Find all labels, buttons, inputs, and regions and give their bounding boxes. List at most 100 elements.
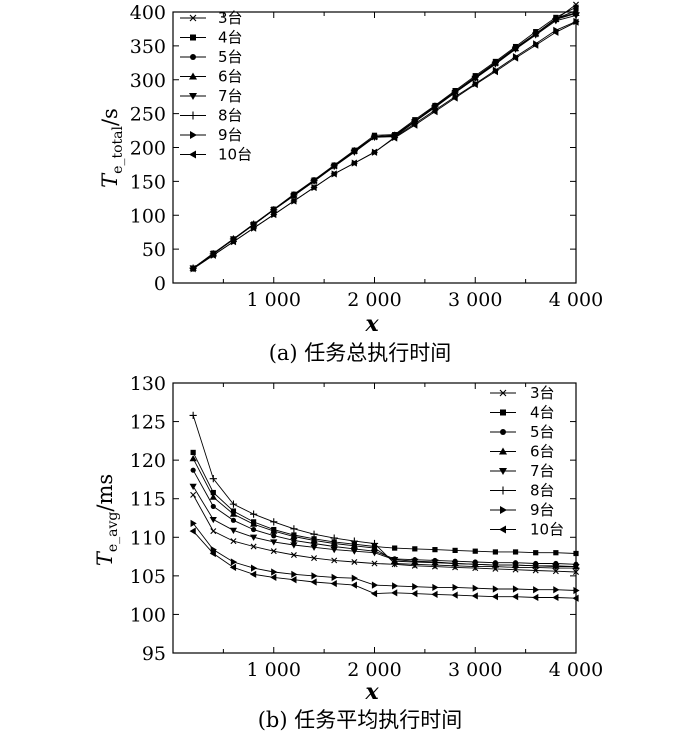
axis-ticks: 95 100 105 110 115 120 125 130 1 000 2 000 3 000 4 …	[130, 373, 603, 681]
data-point	[189, 527, 196, 535]
data-point	[229, 238, 237, 246]
data-point	[311, 555, 318, 562]
data-point	[251, 564, 258, 572]
y-tick-label: 350	[130, 36, 166, 58]
data-point	[371, 581, 379, 589]
data-point	[210, 503, 216, 510]
y-tick-label: 100	[130, 205, 166, 227]
series-line	[192, 21, 577, 270]
y-axis-label: Te_total/s	[98, 108, 126, 188]
axis-ticks: 0 50 100 150 200 250 300 350 400 1 000 2 000 3 000 4…	[130, 2, 603, 311]
data-point	[250, 570, 257, 578]
legend-item: 7台	[490, 462, 555, 480]
data-point	[330, 170, 337, 178]
legend-marker	[190, 34, 196, 41]
legend-label: 5台	[218, 48, 243, 66]
legend-label: 3台	[218, 9, 243, 27]
data-point	[451, 94, 458, 102]
data-point	[271, 568, 278, 576]
legend-label: 6台	[530, 443, 555, 461]
series-4台	[190, 449, 579, 557]
y-tick-label: 0	[154, 273, 166, 295]
data-point	[533, 550, 539, 556]
data-point	[210, 528, 217, 535]
data-point	[452, 547, 458, 553]
data-point	[290, 191, 298, 199]
data-point	[552, 564, 560, 572]
data-point	[572, 18, 579, 26]
data-point	[190, 519, 197, 527]
data-point	[392, 582, 399, 590]
data-point	[370, 539, 379, 548]
legend-marker	[190, 54, 196, 60]
series-10台	[189, 18, 579, 273]
data-point	[189, 411, 197, 419]
data-point	[209, 475, 217, 483]
legend-label: 6台	[218, 68, 243, 86]
y-tick-label: 130	[130, 373, 166, 395]
x-tick-label: 3 000	[448, 289, 502, 311]
data-point	[351, 574, 358, 582]
data-point	[330, 539, 338, 547]
data-point	[532, 563, 540, 571]
series-10台	[189, 527, 579, 602]
data-point	[391, 134, 398, 142]
data-point	[371, 560, 378, 567]
chart-caption: (a) 任务总执行时间	[269, 341, 452, 365]
data-point	[209, 549, 216, 558]
x-tick-label: 1 000	[247, 289, 301, 311]
panel-a-total-time-chart: 0 50 100 150 200 250 300 350 400 1 000 2 000 3 000 4…	[98, 1, 603, 365]
data-point	[572, 594, 579, 602]
series-7台	[189, 483, 580, 571]
data-point	[229, 563, 237, 571]
x-tick-label: 3 000	[448, 659, 502, 681]
data-point	[189, 265, 196, 273]
legend-label: 4台	[530, 404, 555, 422]
data-point	[350, 537, 358, 545]
series-line	[192, 12, 577, 269]
data-point	[310, 536, 318, 543]
y-tick-label: 300	[130, 70, 166, 92]
data-point	[270, 573, 277, 581]
data-point	[310, 578, 317, 586]
data-point	[270, 548, 277, 555]
data-point	[431, 561, 439, 569]
series-lines	[189, 411, 580, 602]
data-point	[511, 44, 520, 52]
data-point	[189, 483, 197, 490]
data-point	[290, 576, 297, 584]
data-point	[533, 586, 540, 594]
legend-label: 10台	[530, 521, 564, 539]
y-tick-label: 105	[130, 566, 166, 588]
legend-label: 5台	[530, 423, 555, 441]
legend-label: 7台	[530, 462, 555, 480]
data-point	[350, 542, 358, 549]
panel-b-average-time-chart: 95 100 105 110 115 120 125 130 1 000 2 000 3 000 4 …	[93, 373, 603, 732]
legend-item: 6台	[180, 68, 243, 86]
data-point	[310, 530, 318, 538]
y-tick-label: 120	[130, 450, 166, 472]
data-point	[432, 547, 438, 553]
data-point	[210, 546, 217, 554]
legend-item: 9台	[490, 501, 555, 519]
data-point	[290, 552, 297, 559]
legend-marker	[189, 72, 197, 80]
data-point	[350, 159, 357, 167]
series-line	[192, 486, 576, 568]
x-tick-label: 2 000	[347, 659, 401, 681]
data-point	[512, 549, 519, 555]
legend-item: 9台	[180, 126, 243, 144]
y-tick-label: 110	[130, 527, 166, 549]
data-point	[330, 162, 338, 170]
y-tick-label: 115	[130, 489, 166, 511]
data-point	[370, 550, 379, 557]
legend-marker	[499, 525, 506, 534]
legend-marker	[189, 14, 197, 22]
series-8台	[189, 411, 580, 572]
data-point	[491, 593, 498, 601]
data-point	[290, 525, 298, 533]
y-tick-label: 400	[130, 2, 166, 24]
data-point	[431, 590, 438, 598]
data-point	[270, 539, 278, 546]
